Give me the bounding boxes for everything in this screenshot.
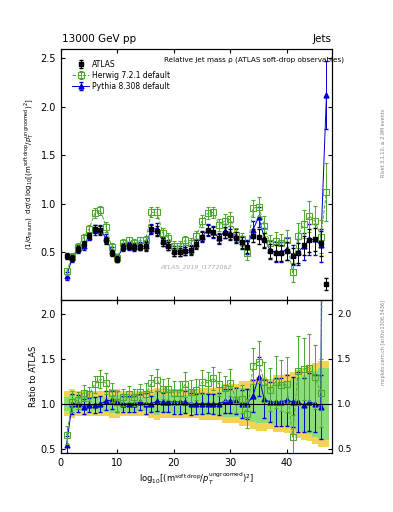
Text: ATLAS_2019_I1772062: ATLAS_2019_I1772062 [161,265,232,270]
Text: 13000 GeV pp: 13000 GeV pp [62,33,136,44]
Y-axis label: Ratio to ATLAS: Ratio to ATLAS [29,346,38,408]
X-axis label: log$_{10}$[(m$^{\rm soft\,drop}$/$p_T^{\rm ungroomed}$)$^2$]: log$_{10}$[(m$^{\rm soft\,drop}$/$p_T^{\… [139,471,254,487]
Legend: ATLAS, Herwig 7.2.1 default, Pythia 8.308 default: ATLAS, Herwig 7.2.1 default, Pythia 8.30… [70,57,173,93]
Y-axis label: $(1/\sigma_{\rm resum})$  d$\sigma$/d log$_{10}$[(m$^{\rm soft\,drop}$/$p_T^{\rm: $(1/\sigma_{\rm resum})$ d$\sigma$/d log… [23,99,37,250]
Text: Jets: Jets [312,33,331,44]
Text: Relative jet mass ρ (ATLAS soft-drop observables): Relative jet mass ρ (ATLAS soft-drop obs… [164,56,344,62]
Text: mcplots.cern.ch [arXiv:1306.3436]: mcplots.cern.ch [arXiv:1306.3436] [381,301,386,386]
Text: Rivet 3.1.10, ≥ 2.9M events: Rivet 3.1.10, ≥ 2.9M events [381,109,386,178]
